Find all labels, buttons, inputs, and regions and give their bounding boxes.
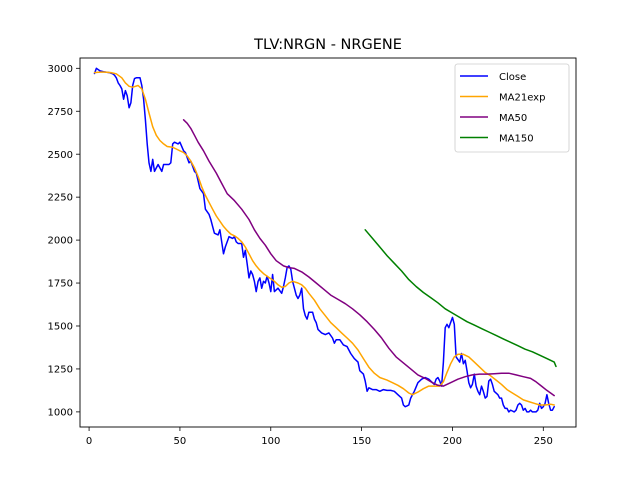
y-tick-label: 1000 — [48, 407, 73, 418]
y-tick-label: 1750 — [48, 279, 73, 290]
legend-label-ma50: MA50 — [499, 113, 527, 124]
x-tick-label: 50 — [174, 436, 187, 447]
legend-label-close: Close — [499, 72, 526, 83]
y-tick-label: 2500 — [48, 150, 73, 161]
legend-label-ma21exp: MA21exp — [499, 93, 545, 104]
chart-title: TLV:NRGN - NRGENE — [253, 37, 402, 53]
legend-label-ma150: MA150 — [499, 134, 534, 145]
x-axis-ticks: 0 50 100 150 200 250 — [86, 427, 553, 447]
plot-frame — [79, 57, 577, 428]
series-line-ma50 — [182, 119, 555, 397]
series-line-ma150 — [364, 229, 557, 368]
y-tick-label: 2750 — [48, 107, 73, 118]
series-line-ma21exp — [93, 71, 555, 406]
y-tick-label: 2000 — [48, 236, 73, 247]
y-axis-ticks: 1000 1250 1500 1750 2000 2250 2500 2750 3000 — [48, 64, 80, 418]
y-tick-label: 1250 — [48, 365, 73, 376]
x-tick-label: 0 — [86, 436, 92, 447]
x-tick-label: 200 — [443, 436, 462, 447]
y-tick-label: 1500 — [48, 322, 73, 333]
x-tick-label: 250 — [534, 436, 553, 447]
y-tick-label: 3000 — [48, 64, 73, 75]
x-tick-label: 150 — [352, 436, 371, 447]
legend: Close MA21exp MA50 MA150 — [454, 63, 570, 153]
x-tick-label: 100 — [261, 436, 280, 447]
legend-box — [454, 63, 570, 153]
plot-lines — [93, 67, 557, 413]
y-tick-label: 2250 — [48, 193, 73, 204]
